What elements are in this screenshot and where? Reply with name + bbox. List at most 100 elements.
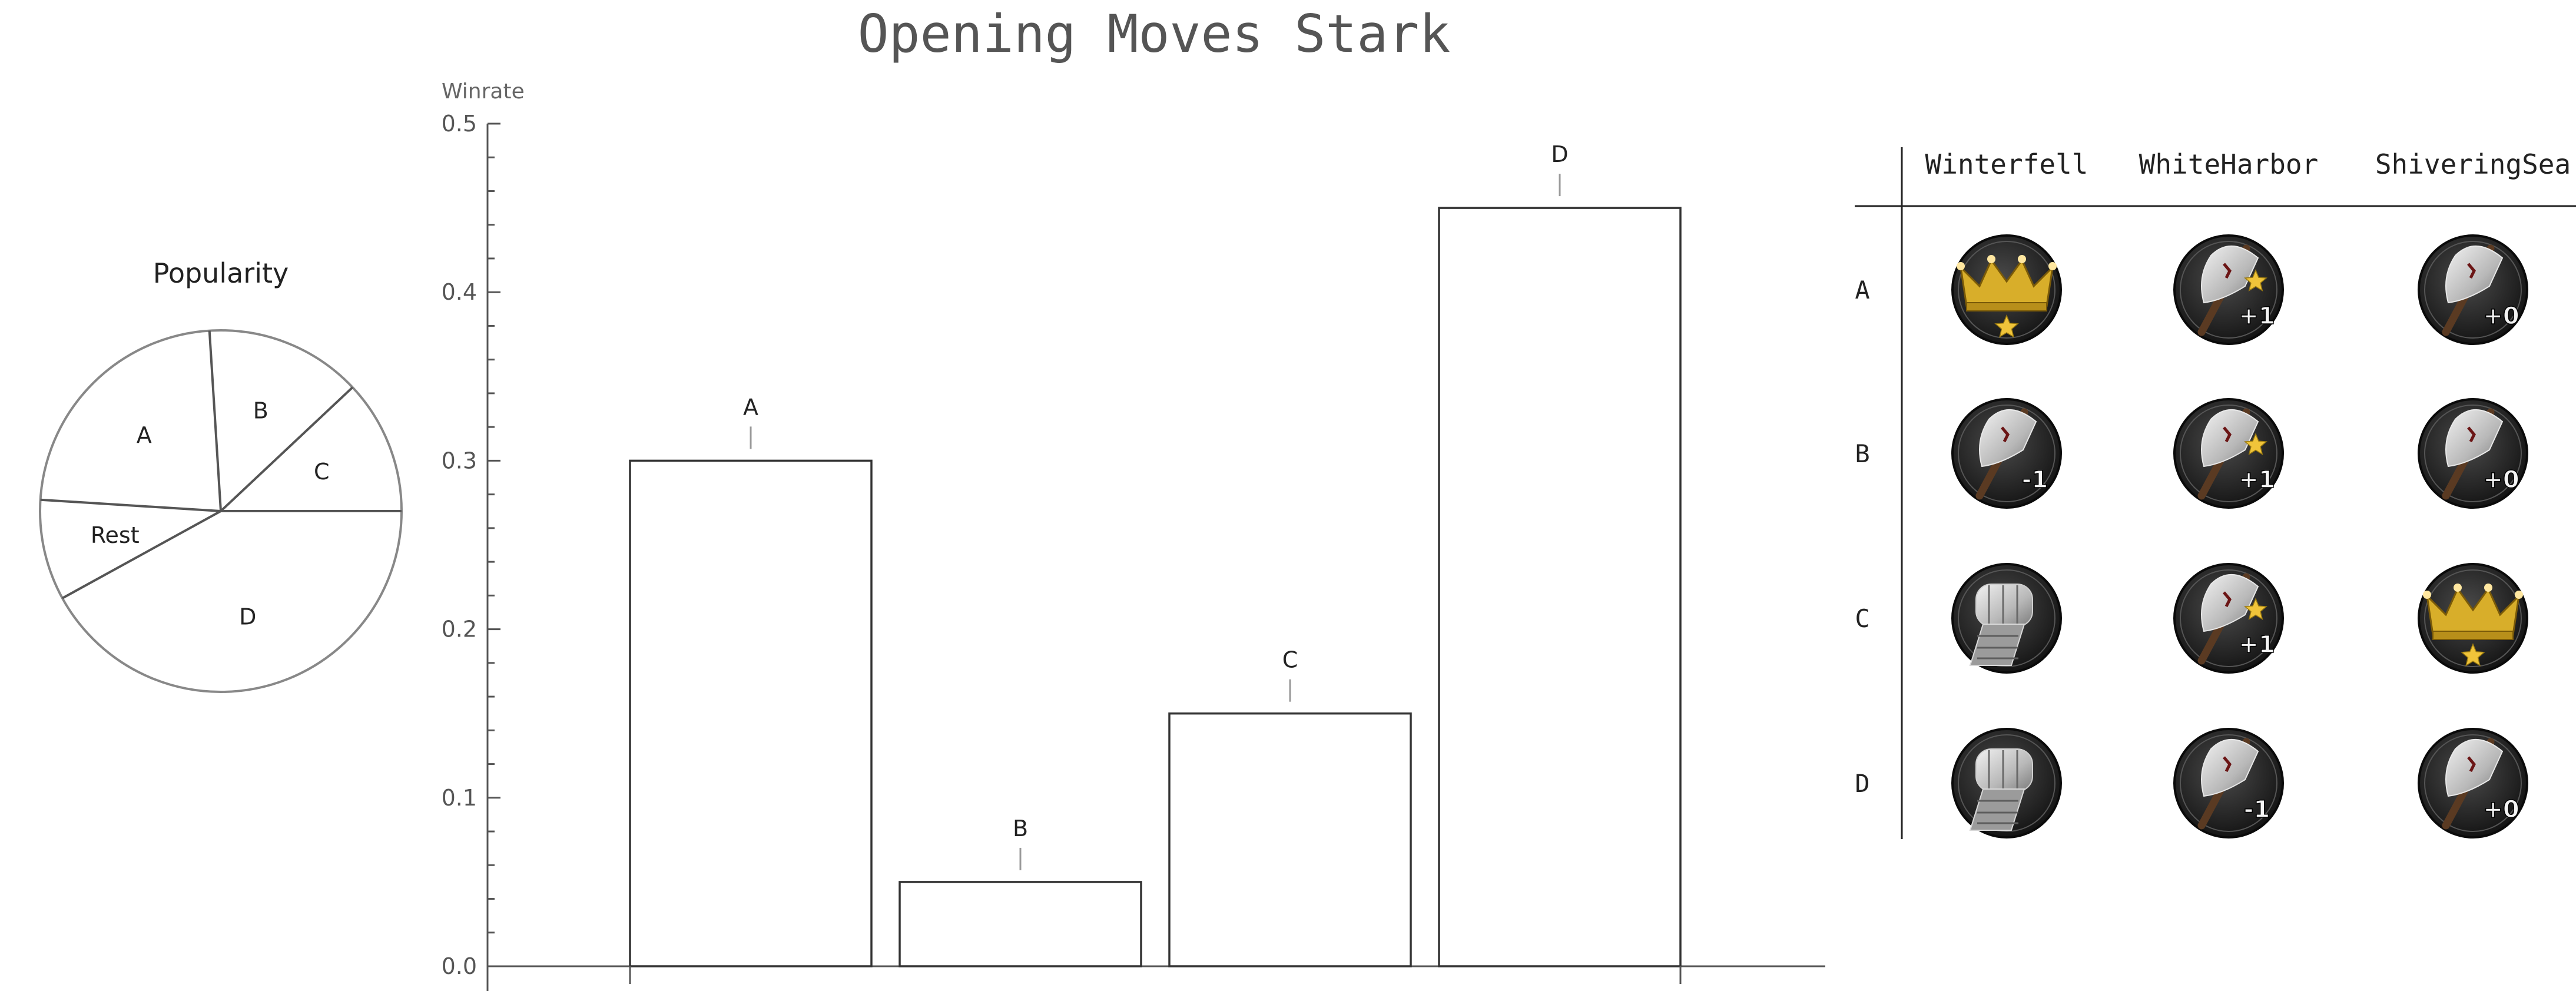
order-token: -1 <box>2173 728 2284 838</box>
order-token: -1 <box>1951 398 2062 509</box>
crown-star-icon <box>2423 584 2523 667</box>
fist-order-icon <box>1969 584 2033 666</box>
march-order-icon: -1 <box>2197 738 2270 830</box>
order-strength-label: +1 <box>2239 466 2275 493</box>
pie-label-b: B <box>253 398 268 424</box>
gauntlet-cuff <box>1969 788 2025 831</box>
order-token <box>1951 234 2062 345</box>
pie-slice-divider-5 <box>62 510 221 599</box>
popularity-pie-chart: Popularity C B A Rest D <box>39 257 403 693</box>
star-icon <box>2244 269 2267 291</box>
y-tick-label: 0.1 <box>442 785 477 811</box>
pie-slice-divider-3 <box>208 330 222 512</box>
crown-jewel <box>2423 591 2431 599</box>
y-axis-label: Winrate <box>442 79 525 104</box>
pie-title: Popularity <box>153 257 289 289</box>
column-header: Winterfell <box>1925 148 2088 180</box>
winrate-bar-chart: Winrate 0.0 0.1 0.2 0.3 0.4 0.5 A B C D <box>442 79 1825 991</box>
bar-label-b: B <box>1013 816 1028 841</box>
crown-jewel <box>1987 255 1995 263</box>
crown-band <box>2432 631 2514 640</box>
blood-mark <box>2223 426 2232 443</box>
token-rim <box>2424 405 2522 502</box>
token-rim <box>2180 569 2277 667</box>
y-tick-label: 0.3 <box>442 448 477 473</box>
fist-knuckles <box>1975 584 2033 627</box>
bar-label-a: A <box>743 394 758 420</box>
axe-blade <box>2445 246 2504 304</box>
star-icon <box>2461 643 2485 667</box>
order-token: +0 <box>2418 728 2528 838</box>
crown-shape <box>2425 587 2521 636</box>
crown-star-icon <box>1957 255 2057 338</box>
march-order-icon: +0 <box>2442 738 2519 830</box>
blood-mark <box>2001 426 2010 443</box>
march-order-icon: +1 <box>2197 244 2275 336</box>
bar-b <box>899 881 1142 967</box>
pie-slice-divider-4 <box>40 498 221 512</box>
page-title: Opening Moves Stark <box>858 4 1451 64</box>
order-token: +1 <box>2173 563 2284 674</box>
crown-jewel <box>2018 255 2026 263</box>
crown-jewel <box>2454 584 2462 592</box>
blood-mark <box>2467 756 2476 773</box>
order-strength-label: +0 <box>2483 466 2519 493</box>
order-strength-label: +1 <box>2239 303 2275 330</box>
y-tick-label: 0.0 <box>442 953 477 979</box>
y-tick-label: 0.4 <box>442 279 477 305</box>
y-tick-label: 0.5 <box>442 111 477 137</box>
axe-blade <box>2201 246 2259 304</box>
pie-label-rest: Rest <box>91 522 140 548</box>
order-token <box>1951 728 2062 838</box>
star-icon <box>1994 314 2019 338</box>
pie-label-c: C <box>314 459 330 485</box>
march-order-icon: +0 <box>2442 408 2519 500</box>
bar-a <box>629 459 873 967</box>
token-rim <box>1958 241 2056 339</box>
order-strength-label: -1 <box>2244 796 2270 823</box>
order-strength-label: +0 <box>2483 303 2519 330</box>
axe-blade <box>2201 739 2259 797</box>
pie-label-d: D <box>239 604 256 629</box>
axe-blade <box>2201 409 2259 468</box>
march-order-icon: +1 <box>2197 573 2275 665</box>
bar-label-d: D <box>1551 141 1568 167</box>
axe-blade <box>2445 409 2504 468</box>
row-label: A <box>1855 276 1869 304</box>
order-strength-label: +1 <box>2239 631 2275 658</box>
bar-label-c: C <box>1282 647 1298 673</box>
order-token: +0 <box>2418 398 2528 509</box>
order-strength-label: -1 <box>2022 466 2048 493</box>
blood-mark <box>2467 426 2476 443</box>
orders-table: Winterfell WhiteHarbor ShiveringSea A +1 +0 B -… <box>1855 147 2576 839</box>
crown-jewel <box>2048 262 2057 270</box>
fist-order-icon <box>1969 748 2033 831</box>
token-rim <box>2424 241 2522 339</box>
march-order-icon: +0 <box>2442 244 2519 336</box>
order-token: +1 <box>2173 234 2284 345</box>
crown-band <box>1966 302 2047 311</box>
crown-shape <box>1959 258 2054 307</box>
token-rim <box>2180 734 2277 832</box>
column-header: WhiteHarbor <box>2139 148 2319 180</box>
gauntlet-cuff <box>1969 624 2025 666</box>
axe-blade <box>2201 574 2259 632</box>
order-token: +0 <box>2418 234 2528 345</box>
y-tick-label: 0.2 <box>442 617 477 642</box>
pie-slice-divider-2 <box>220 386 354 512</box>
token-rim <box>1958 405 2056 502</box>
token-rim <box>2180 241 2277 339</box>
column-header: ShiveringSea <box>2375 148 2571 180</box>
bar-c <box>1168 712 1412 967</box>
order-token <box>2418 563 2528 674</box>
token-rim <box>2424 734 2522 832</box>
row-label: C <box>1855 604 1869 633</box>
row-label: D <box>1855 769 1869 798</box>
token-rim <box>1958 734 2056 832</box>
star-icon <box>2244 433 2267 455</box>
token-rim <box>1958 569 2056 667</box>
crown-jewel <box>2484 584 2492 592</box>
march-order-icon: -1 <box>1975 408 2048 500</box>
blood-mark <box>2223 263 2232 279</box>
